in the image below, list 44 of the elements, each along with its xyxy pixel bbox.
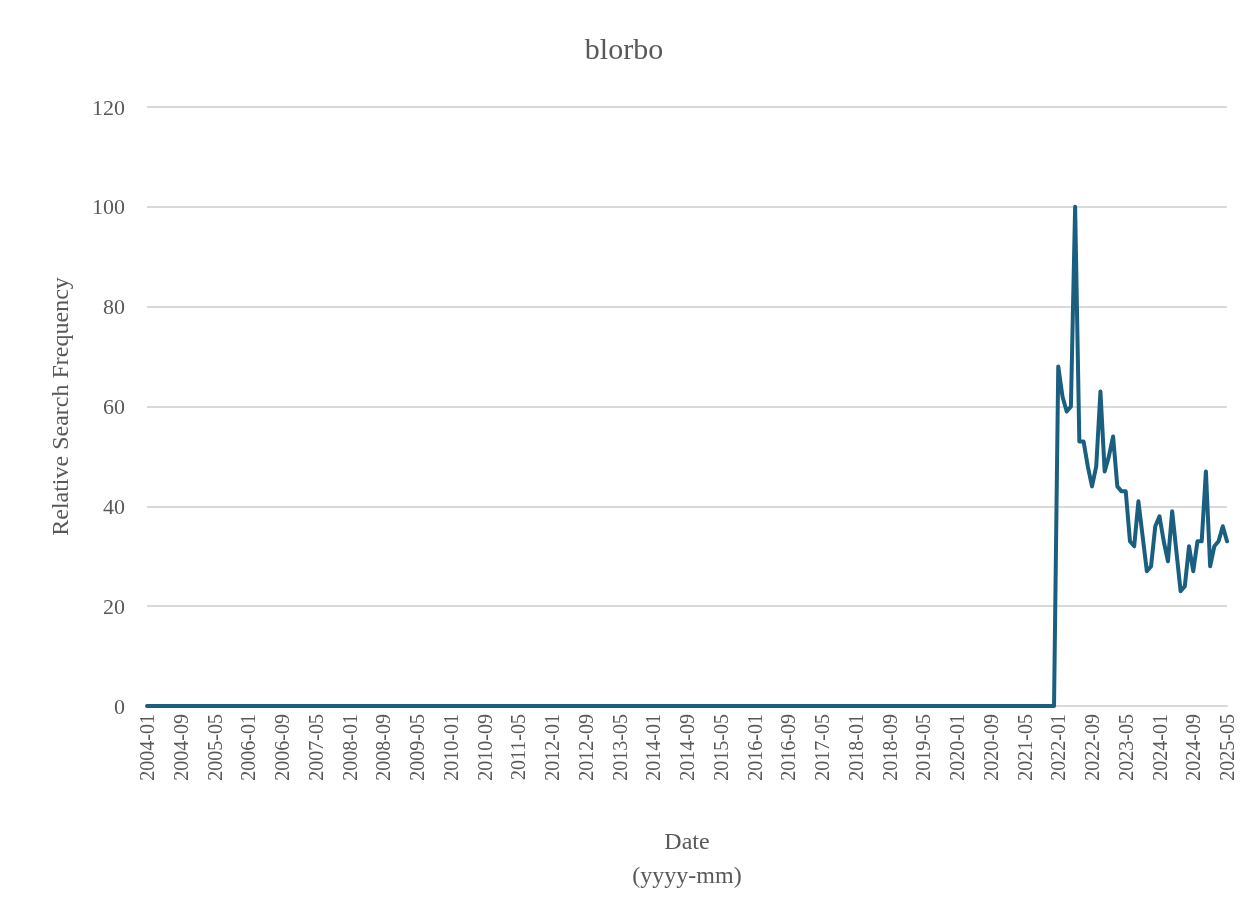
x-tick-label: 2023-05 (1114, 714, 1137, 781)
x-tick-label: 2018-09 (878, 714, 901, 781)
x-tick-label: 2017-05 (811, 714, 833, 781)
y-tick-label: 120 (92, 94, 125, 120)
x-tick-label: 2013-05 (608, 714, 631, 781)
x-tick-label: 2016-09 (777, 714, 800, 781)
x-tick-label: 2024-09 (1182, 714, 1205, 781)
x-tick-label: 2021-05 (1013, 714, 1036, 781)
x-tick-label: 2022-01 (1047, 714, 1070, 781)
x-tick-label: 2011-05 (507, 714, 530, 780)
y-tick-label: 80 (103, 294, 125, 320)
x-tick-label: 2018-01 (844, 714, 867, 781)
x-tick-label: 2006-01 (237, 714, 260, 781)
x-tick-label: 2008-09 (372, 714, 395, 781)
x-tick-label: 2014-01 (642, 714, 665, 781)
y-axis-title: Relative Search Frequency (47, 277, 73, 536)
x-axis-title: Date (yyyy-mm) (632, 828, 742, 888)
x-tick-label: 2020-09 (979, 714, 1002, 781)
x-tick-label: 2014-09 (676, 714, 698, 781)
x-tick-label: 2009-05 (406, 714, 428, 781)
x-tick-label: 2016-01 (743, 714, 766, 781)
x-tick-label: 2012-09 (574, 714, 597, 781)
y-tick-label: 60 (103, 394, 125, 419)
x-tick-label: 2005-05 (203, 714, 226, 781)
x-tick-label: 2025-05 (1216, 714, 1238, 781)
x-tick-label: 2010-01 (439, 714, 462, 781)
x-tick-label: 2022-09 (1081, 714, 1103, 781)
x-tick-label: 2004-09 (169, 714, 192, 781)
x-tick-label: 2012-01 (541, 714, 563, 781)
y-tick-label: 100 (92, 194, 125, 220)
y-tick-label: 40 (103, 493, 125, 519)
x-tick-label: 2024-01 (1148, 714, 1171, 781)
x-tick-label: 2007-05 (304, 714, 327, 781)
x-tick-label: 2015-05 (709, 714, 732, 781)
x-tick-label: 2019-05 (912, 714, 935, 781)
y-tick-label: 20 (103, 593, 125, 619)
x-tick-label: 2006-09 (271, 714, 293, 781)
x-tick-label: 2004-01 (136, 714, 158, 781)
chart-title: blorbo (584, 31, 664, 65)
x-tick-label: 2020-01 (946, 714, 968, 781)
y-tick-label: 0 (114, 693, 125, 719)
line-series (145, 204, 1229, 708)
x-tick-label: 2010-09 (473, 714, 496, 781)
x-tick-label: 2008-01 (338, 714, 361, 781)
